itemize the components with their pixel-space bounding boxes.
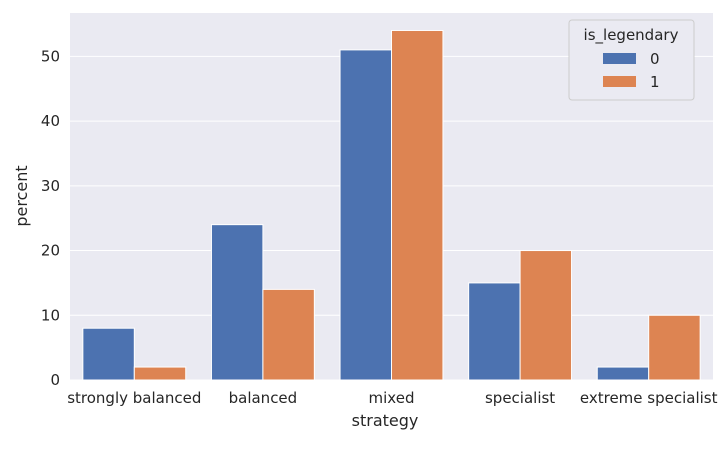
bar-specialist-series-0 (468, 282, 521, 381)
x-tick-label-extreme-specialist: extreme specialist (580, 389, 718, 407)
y-tick-label-50: 50 (41, 47, 60, 65)
x-tick-label-mixed: mixed (369, 389, 415, 407)
bar-mixed-series-0 (339, 49, 392, 381)
legend: is_legendary 0 1 (568, 19, 695, 101)
x-axis-label: strategy (352, 411, 419, 430)
bar-mixed-series-1 (391, 29, 444, 381)
legend-label-1: 1 (650, 73, 660, 91)
y-tick-labels: 0 10 20 30 40 50 (41, 47, 60, 389)
y-tick-label-0: 0 (50, 371, 60, 389)
y-tick-label-30: 30 (41, 177, 60, 195)
y-tick-label-40: 40 (41, 112, 60, 130)
bar-strongly-balanced-series-0 (82, 327, 135, 381)
legend-swatch-0 (603, 53, 636, 64)
legend-label-0: 0 (650, 50, 660, 68)
bar-balanced-series-1 (262, 288, 315, 381)
bar-balanced-series-0 (210, 224, 264, 381)
bar-extreme-specialist-series-1 (648, 314, 701, 381)
bar-strongly-balanced-series-1 (133, 366, 187, 381)
x-tick-label-strongly-balanced: strongly balanced (67, 389, 201, 407)
y-tick-label-20: 20 (41, 242, 60, 260)
bars (82, 29, 701, 381)
y-tick-label-10: 10 (41, 306, 60, 324)
x-tick-labels: strongly balanced balanced mixed specialist… (67, 389, 717, 407)
bar-extreme-specialist-series-0 (596, 366, 650, 381)
bar-specialist-series-1 (519, 250, 573, 381)
legend-title: is_legendary (584, 26, 679, 45)
x-tick-label-balanced: balanced (229, 389, 298, 407)
y-axis-label: percent (12, 165, 31, 226)
x-tick-label-specialist: specialist (485, 389, 555, 407)
legend-swatch-1 (603, 76, 636, 87)
